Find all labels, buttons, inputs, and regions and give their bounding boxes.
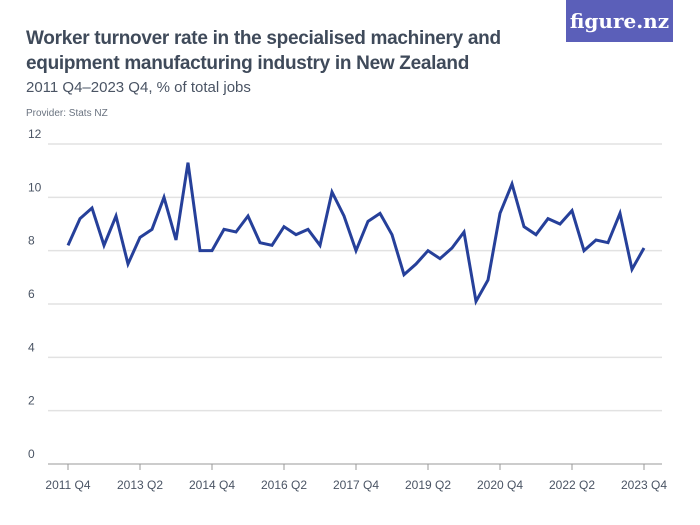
provider-label: Provider: Stats NZ	[26, 108, 108, 119]
x-tick-label: 2022 Q2	[549, 478, 595, 492]
chart-subtitle: 2011 Q4–2023 Q4, % of total jobs	[26, 79, 251, 96]
x-tick-label: 2017 Q4	[333, 478, 379, 492]
y-tick-label: 6	[28, 287, 35, 301]
y-tick-label: 12	[28, 127, 42, 141]
y-tick-label: 2	[28, 394, 35, 408]
x-tick-label: 2020 Q4	[477, 478, 523, 492]
x-tick-label: 2011 Q4	[45, 478, 90, 492]
y-tick-label: 0	[28, 447, 35, 461]
x-tick-label: 2023 Q4	[621, 478, 667, 492]
y-tick-label: 4	[28, 340, 35, 354]
data-line	[66, 162, 646, 306]
x-tick-label: 2019 Q2	[405, 478, 451, 492]
y-tick-label: 8	[28, 234, 35, 248]
figure-nz-logo[interactable]: figure.nz	[566, 0, 673, 42]
x-tick-label: 2013 Q2	[117, 478, 163, 492]
chart-title: Worker turnover rate in the specialised …	[26, 28, 501, 74]
x-tick-label: 2016 Q2	[261, 478, 307, 492]
y-tick-label: 10	[28, 180, 42, 194]
x-tick-label: 2014 Q4	[189, 478, 235, 492]
